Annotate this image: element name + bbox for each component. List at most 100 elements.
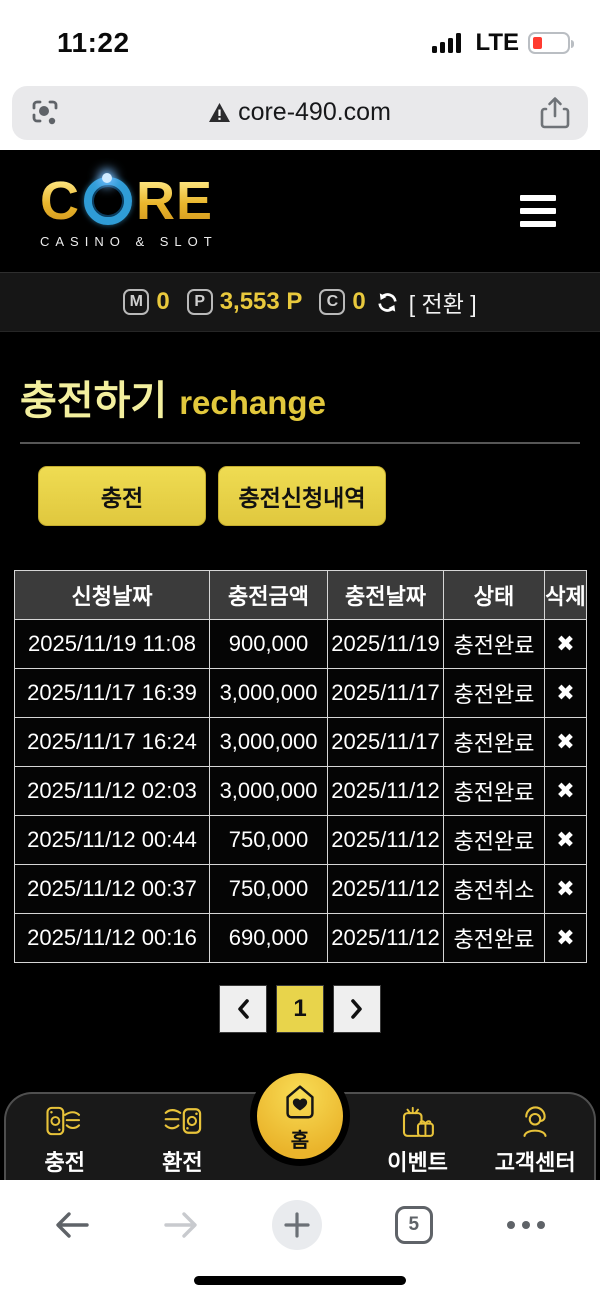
nav-label: 이벤트 bbox=[387, 1149, 448, 1175]
cell-status: 충전취소 bbox=[443, 864, 545, 914]
balance-bar: M 0 P 3,553 P C 0 [ 전환 ] bbox=[0, 272, 600, 332]
delete-button[interactable]: ✖ bbox=[544, 668, 587, 718]
cell-charge-date-link[interactable]: 2025/11/19 bbox=[327, 619, 444, 669]
forward-button[interactable] bbox=[163, 1210, 199, 1240]
cell-amount: 3,000,000 bbox=[209, 766, 328, 816]
table-row: 2025/11/17 16:24 3,000,000 2025/11/17 충전… bbox=[14, 717, 587, 767]
nav-item-exchange[interactable]: 환전 bbox=[124, 1098, 242, 1177]
not-secure-warning-icon bbox=[209, 103, 231, 122]
browser-address-row: core-490.com bbox=[0, 75, 600, 150]
delete-button[interactable]: ✖ bbox=[544, 815, 587, 865]
header-charge-date: 충전날짜 bbox=[327, 570, 444, 620]
tabs-button[interactable]: 5 bbox=[394, 1206, 433, 1244]
logo-letters-re: RE bbox=[136, 170, 214, 231]
browser-toolbar: 5 bbox=[0, 1180, 600, 1270]
cell-amount: 3,000,000 bbox=[209, 717, 328, 767]
status-bar: 11:22 LTE bbox=[0, 0, 600, 75]
point-value: 3,553 P bbox=[219, 288, 303, 315]
delete-button[interactable]: ✖ bbox=[544, 766, 587, 816]
logo-ring-o bbox=[84, 172, 132, 225]
more-options-button[interactable] bbox=[506, 1220, 546, 1230]
lens-search-icon[interactable] bbox=[30, 98, 60, 128]
header-delete: 삭제 bbox=[544, 570, 587, 620]
home-indicator-bar[interactable] bbox=[194, 1276, 406, 1285]
cell-status: 충전완료 bbox=[443, 619, 545, 669]
logo-subtitle: CASINO & SLOT bbox=[40, 233, 218, 249]
cell-charge-date-link[interactable]: 2025/11/12 bbox=[327, 815, 444, 865]
home-heart-icon bbox=[286, 1084, 314, 1118]
back-arrow-icon bbox=[56, 1212, 90, 1238]
cell-charge-date-link[interactable]: 2025/11/12 bbox=[327, 864, 444, 914]
nav-item-charge[interactable]: 충전 bbox=[6, 1098, 124, 1177]
cell-request-date: 2025/11/17 16:39 bbox=[14, 668, 210, 718]
money-value: 0 bbox=[156, 288, 170, 315]
charge-history-table: 신청날짜 충전금액 충전날짜 상태 삭제 2025/11/19 11:08 90… bbox=[14, 570, 587, 963]
page-number-button[interactable]: 1 bbox=[276, 985, 324, 1033]
table-header-row: 신청날짜 충전금액 충전날짜 상태 삭제 bbox=[14, 570, 587, 620]
nav-label: 환전 bbox=[162, 1149, 203, 1175]
cell-status: 충전완료 bbox=[443, 668, 545, 718]
table-row: 2025/11/12 00:16 690,000 2025/11/12 충전완료… bbox=[14, 913, 587, 963]
charge-history-button[interactable]: 충전신청내역 bbox=[218, 466, 386, 526]
cell-charge-date-link[interactable]: 2025/11/12 bbox=[327, 766, 444, 816]
ellipsis-icon bbox=[506, 1221, 545, 1229]
cell-request-date: 2025/11/12 00:37 bbox=[14, 864, 210, 914]
new-tab-button[interactable] bbox=[271, 1200, 322, 1250]
delete-button[interactable]: ✖ bbox=[544, 913, 587, 963]
forward-arrow-icon bbox=[164, 1212, 197, 1238]
share-icon[interactable] bbox=[540, 96, 570, 130]
site-header: C RE CASINO & SLOT bbox=[0, 150, 600, 272]
cell-request-date: 2025/11/12 00:16 bbox=[14, 913, 210, 963]
cell-status: 충전완료 bbox=[443, 815, 545, 865]
nav-item-event[interactable]: 이벤트 bbox=[359, 1098, 477, 1177]
point-badge-icon: P bbox=[186, 289, 213, 315]
delete-button[interactable]: ✖ bbox=[544, 864, 587, 914]
coin-value: 0 bbox=[352, 288, 366, 315]
site-bottom-nav: 충전 환전 홈 bbox=[4, 1066, 596, 1180]
chevron-left-icon bbox=[238, 999, 249, 1019]
table-row: 2025/11/12 00:37 750,000 2025/11/12 충전취소… bbox=[14, 864, 587, 914]
page-title-english: rechange bbox=[179, 384, 326, 421]
nav-label: 고객센터 bbox=[494, 1149, 576, 1175]
charge-button[interactable]: 충전 bbox=[38, 466, 206, 526]
logo-letter-c: C bbox=[40, 170, 80, 231]
cell-charge-date-link[interactable]: 2025/11/17 bbox=[327, 717, 444, 767]
back-button[interactable] bbox=[54, 1210, 90, 1240]
cell-request-date: 2025/11/17 16:24 bbox=[14, 717, 210, 767]
header-status: 상태 bbox=[443, 570, 545, 620]
address-bar[interactable]: core-490.com bbox=[12, 85, 588, 140]
delete-button[interactable]: ✖ bbox=[544, 717, 587, 767]
signal-strength-icon bbox=[432, 32, 462, 53]
refresh-icon[interactable] bbox=[375, 290, 400, 315]
cell-amount: 690,000 bbox=[209, 913, 328, 963]
web-content: C RE CASINO & SLOT M 0 P 3,553 P C 0 [ 전 bbox=[0, 150, 600, 1180]
cell-charge-date-link[interactable]: 2025/11/12 bbox=[327, 913, 444, 963]
nav-item-support[interactable]: 고객센터 bbox=[476, 1098, 594, 1177]
page-title: 충전하기 rechange bbox=[20, 368, 580, 426]
plus-icon bbox=[284, 1212, 310, 1238]
nav-item-home[interactable]: 홈 bbox=[250, 1066, 350, 1166]
battery-icon bbox=[528, 31, 574, 54]
action-buttons: 충전 충전신청내역 bbox=[38, 466, 600, 526]
cell-amount: 750,000 bbox=[209, 815, 328, 865]
delete-button[interactable]: ✖ bbox=[544, 619, 587, 669]
cell-status: 충전완료 bbox=[443, 766, 545, 816]
table-row: 2025/11/12 02:03 3,000,000 2025/11/12 충전… bbox=[14, 766, 587, 816]
clock: 11:22 bbox=[57, 26, 130, 58]
home-indicator-area bbox=[0, 1270, 600, 1298]
hamburger-menu-icon[interactable] bbox=[520, 195, 556, 227]
cell-request-date: 2025/11/12 00:44 bbox=[14, 815, 210, 865]
prev-page-button[interactable] bbox=[219, 985, 267, 1033]
table-row: 2025/11/19 11:08 900,000 2025/11/19 충전완료… bbox=[14, 619, 587, 669]
url-text[interactable]: core-490.com bbox=[238, 98, 391, 126]
convert-link[interactable]: [ 전환 ] bbox=[408, 291, 477, 317]
cell-charge-date-link[interactable]: 2025/11/17 bbox=[327, 668, 444, 718]
next-page-button[interactable] bbox=[333, 985, 381, 1033]
site-logo[interactable]: C RE CASINO & SLOT bbox=[40, 170, 218, 249]
money-badge-icon: M bbox=[123, 289, 150, 315]
deposit-money-icon bbox=[46, 1106, 80, 1135]
coin-badge-icon: C bbox=[319, 289, 346, 315]
cell-amount: 750,000 bbox=[209, 864, 328, 914]
withdraw-money-icon bbox=[165, 1107, 202, 1134]
